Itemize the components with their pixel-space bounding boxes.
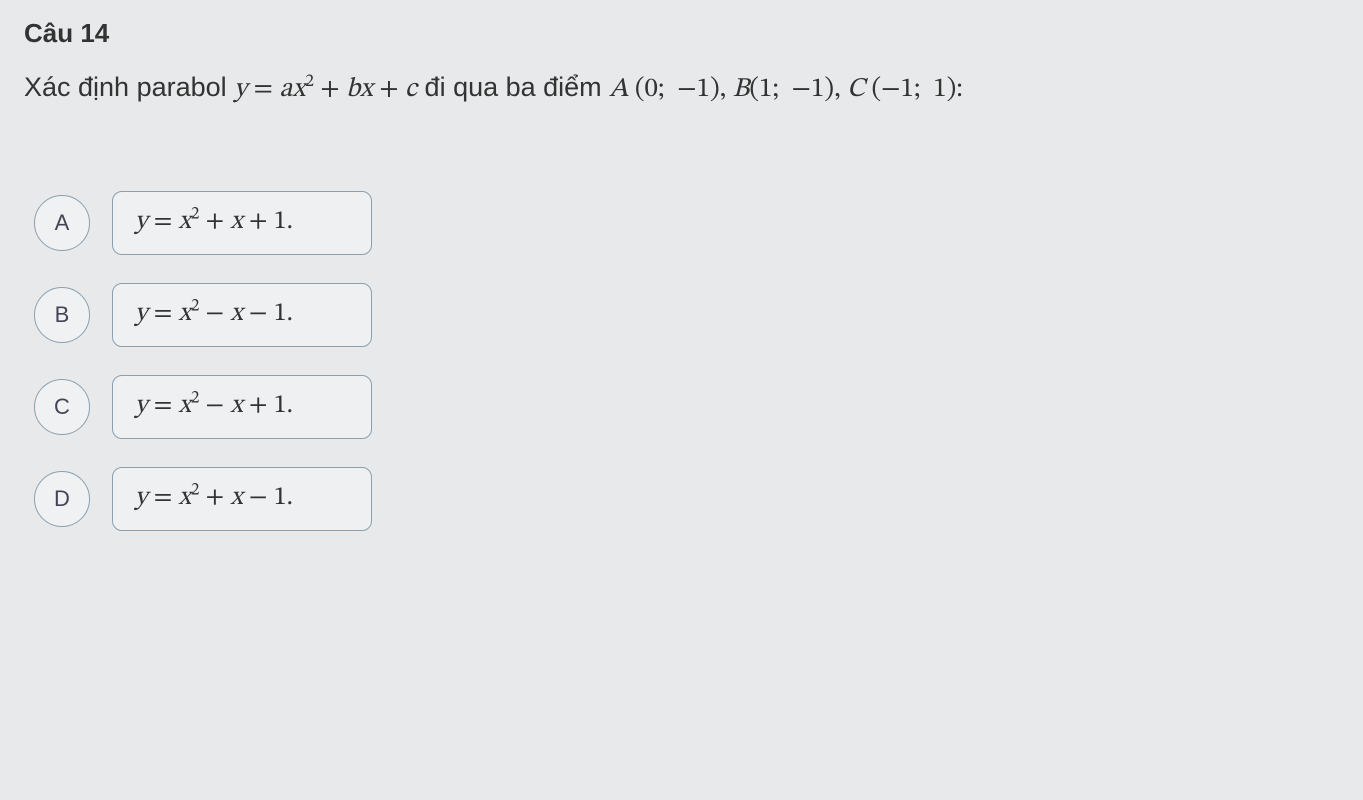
prompt-points: A (0; −1), B(1; −1), C (−1; 1):	[609, 76, 963, 103]
option-formula: y = x2 − x + 1.	[112, 375, 372, 439]
prompt-before: Xác định parabol	[24, 72, 234, 102]
option-formula: y = x2 + x + 1.	[112, 191, 372, 255]
question-number: Câu 14	[24, 18, 1339, 49]
option-formula: y = x2 − x − 1.	[112, 283, 372, 347]
question-prompt: Xác định parabol y = ax2 + bx + c đi qua…	[24, 67, 1339, 111]
option-formula: y = x2 + x − 1.	[112, 467, 372, 531]
option-c[interactable]: C y = x2 − x + 1.	[34, 375, 1339, 439]
option-letter: D	[34, 471, 90, 527]
option-a[interactable]: A y = x2 + x + 1.	[34, 191, 1339, 255]
option-letter: C	[34, 379, 90, 435]
option-letter: B	[34, 287, 90, 343]
options-container: A y = x2 + x + 1. B y = x2 − x − 1. C y …	[24, 191, 1339, 531]
option-b[interactable]: B y = x2 − x − 1.	[34, 283, 1339, 347]
prompt-mid: đi qua ba điểm	[425, 72, 610, 102]
option-letter: A	[34, 195, 90, 251]
option-d[interactable]: D y = x2 + x − 1.	[34, 467, 1339, 531]
prompt-formula: y = ax2 + bx + c	[234, 76, 417, 103]
